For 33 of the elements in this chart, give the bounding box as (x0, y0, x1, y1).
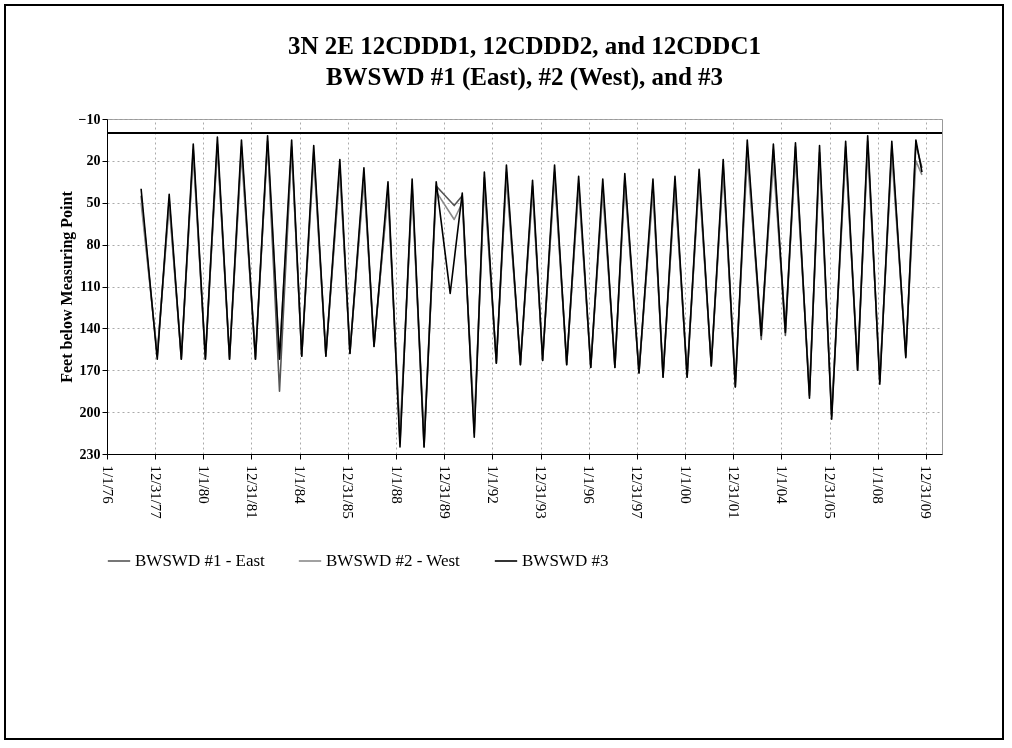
y-tick-label: 200 (79, 404, 101, 420)
y-tick-label: 170 (79, 362, 101, 378)
chart-title: 3N 2E 12CDDD1, 12CDDD2, and 12CDDC1 (288, 32, 761, 59)
x-tick-label: 12/31/01 (725, 465, 742, 519)
legend-label: BWSWD #3 (522, 551, 609, 570)
y-tick-label: 50 (86, 195, 101, 211)
x-tick-label: 1/1/08 (870, 465, 887, 504)
x-tick-label: 12/31/85 (340, 465, 357, 519)
x-tick-label: 1/1/00 (677, 465, 694, 504)
x-tick-label: 12/31/77 (147, 465, 164, 520)
y-axis-title: Feet below Measuring Point (57, 190, 76, 383)
x-tick-label: 1/1/84 (292, 465, 309, 505)
x-tick-label: 1/1/04 (773, 465, 790, 505)
x-tick-label: 12/31/05 (822, 465, 839, 519)
x-tick-label: 12/31/09 (918, 465, 935, 519)
y-tick-label: 20 (86, 153, 101, 169)
x-tick-label: 12/31/97 (629, 465, 646, 520)
y-tick-label: 110 (80, 279, 101, 294)
x-tick-label: 1/1/96 (581, 465, 598, 505)
x-tick-label: 12/31/89 (436, 465, 453, 519)
x-tick-label: 1/1/88 (388, 465, 405, 504)
y-tick-label: −10 (78, 111, 101, 127)
x-tick-label: 1/1/92 (484, 465, 501, 504)
chart-subtitle: BWSWD #1 (East), #2 (West), and #3 (325, 63, 724, 91)
x-tick-label: 1/1/80 (195, 465, 212, 504)
legend-label: BWSWD #1 - East (135, 551, 266, 570)
y-tick-label: 140 (79, 320, 101, 336)
legend-label: BWSWD #2 - West (326, 551, 461, 570)
y-tick-label: 230 (79, 446, 101, 462)
x-tick-label: 1/1/76 (99, 465, 116, 505)
x-tick-label: 12/31/93 (533, 465, 550, 519)
x-tick-label: 12/31/81 (243, 465, 260, 519)
y-tick-label: 80 (86, 237, 101, 253)
